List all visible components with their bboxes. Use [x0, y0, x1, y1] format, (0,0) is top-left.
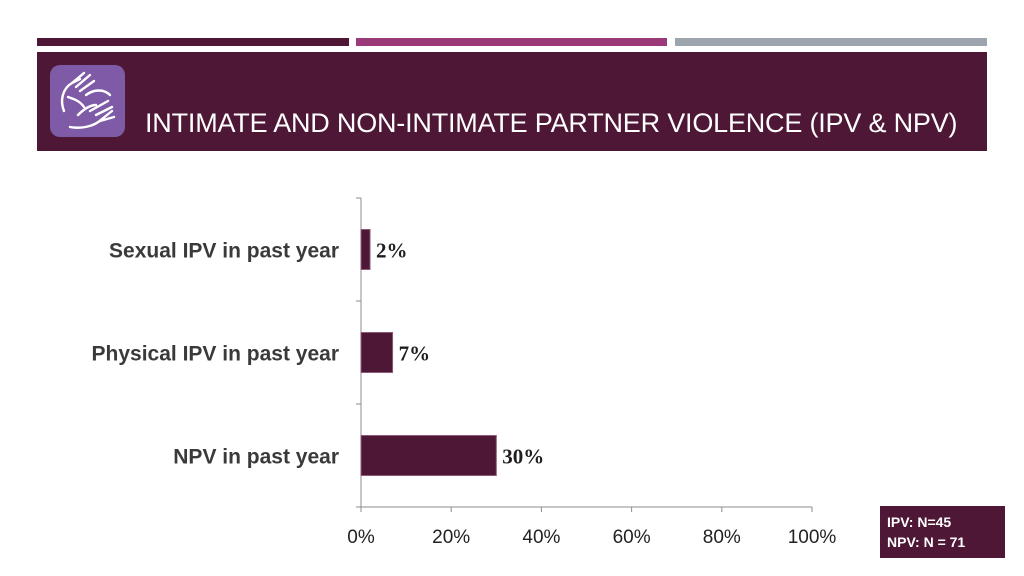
note-line-ipv: IPV: N=45: [887, 514, 952, 530]
x-tick-label: 80%: [703, 527, 741, 548]
header-stripe-3: [675, 38, 987, 46]
title-banner: INTIMATE AND NON-INTIMATE PARTNER VIOLEN…: [37, 52, 987, 151]
note-line-npv: NPV: N = 71: [887, 534, 966, 550]
category-label: Physical IPV in past year: [92, 343, 339, 366]
header-stripe-1: [37, 38, 349, 46]
page-title: INTIMATE AND NON-INTIMATE PARTNER VIOLEN…: [145, 108, 958, 138]
bar: [360, 332, 394, 373]
x-tick-label: 100%: [788, 527, 837, 548]
data-label: 30%: [502, 445, 544, 469]
hands-icon: [50, 65, 125, 137]
x-tick-label: 20%: [432, 527, 470, 548]
sample-size-note: IPV: N=45 NPV: N = 71: [880, 506, 1005, 558]
x-tick-label: 60%: [613, 527, 651, 548]
bar: [360, 435, 497, 476]
data-label: 2%: [376, 239, 408, 263]
x-tick-label: 0%: [347, 527, 375, 548]
category-label: Sexual IPV in past year: [109, 240, 339, 263]
category-label: NPV in past year: [173, 446, 339, 469]
data-label: 7%: [399, 342, 431, 366]
header-stripe-2: [356, 38, 667, 46]
bar: [360, 229, 371, 270]
x-tick-label: 40%: [522, 527, 560, 548]
